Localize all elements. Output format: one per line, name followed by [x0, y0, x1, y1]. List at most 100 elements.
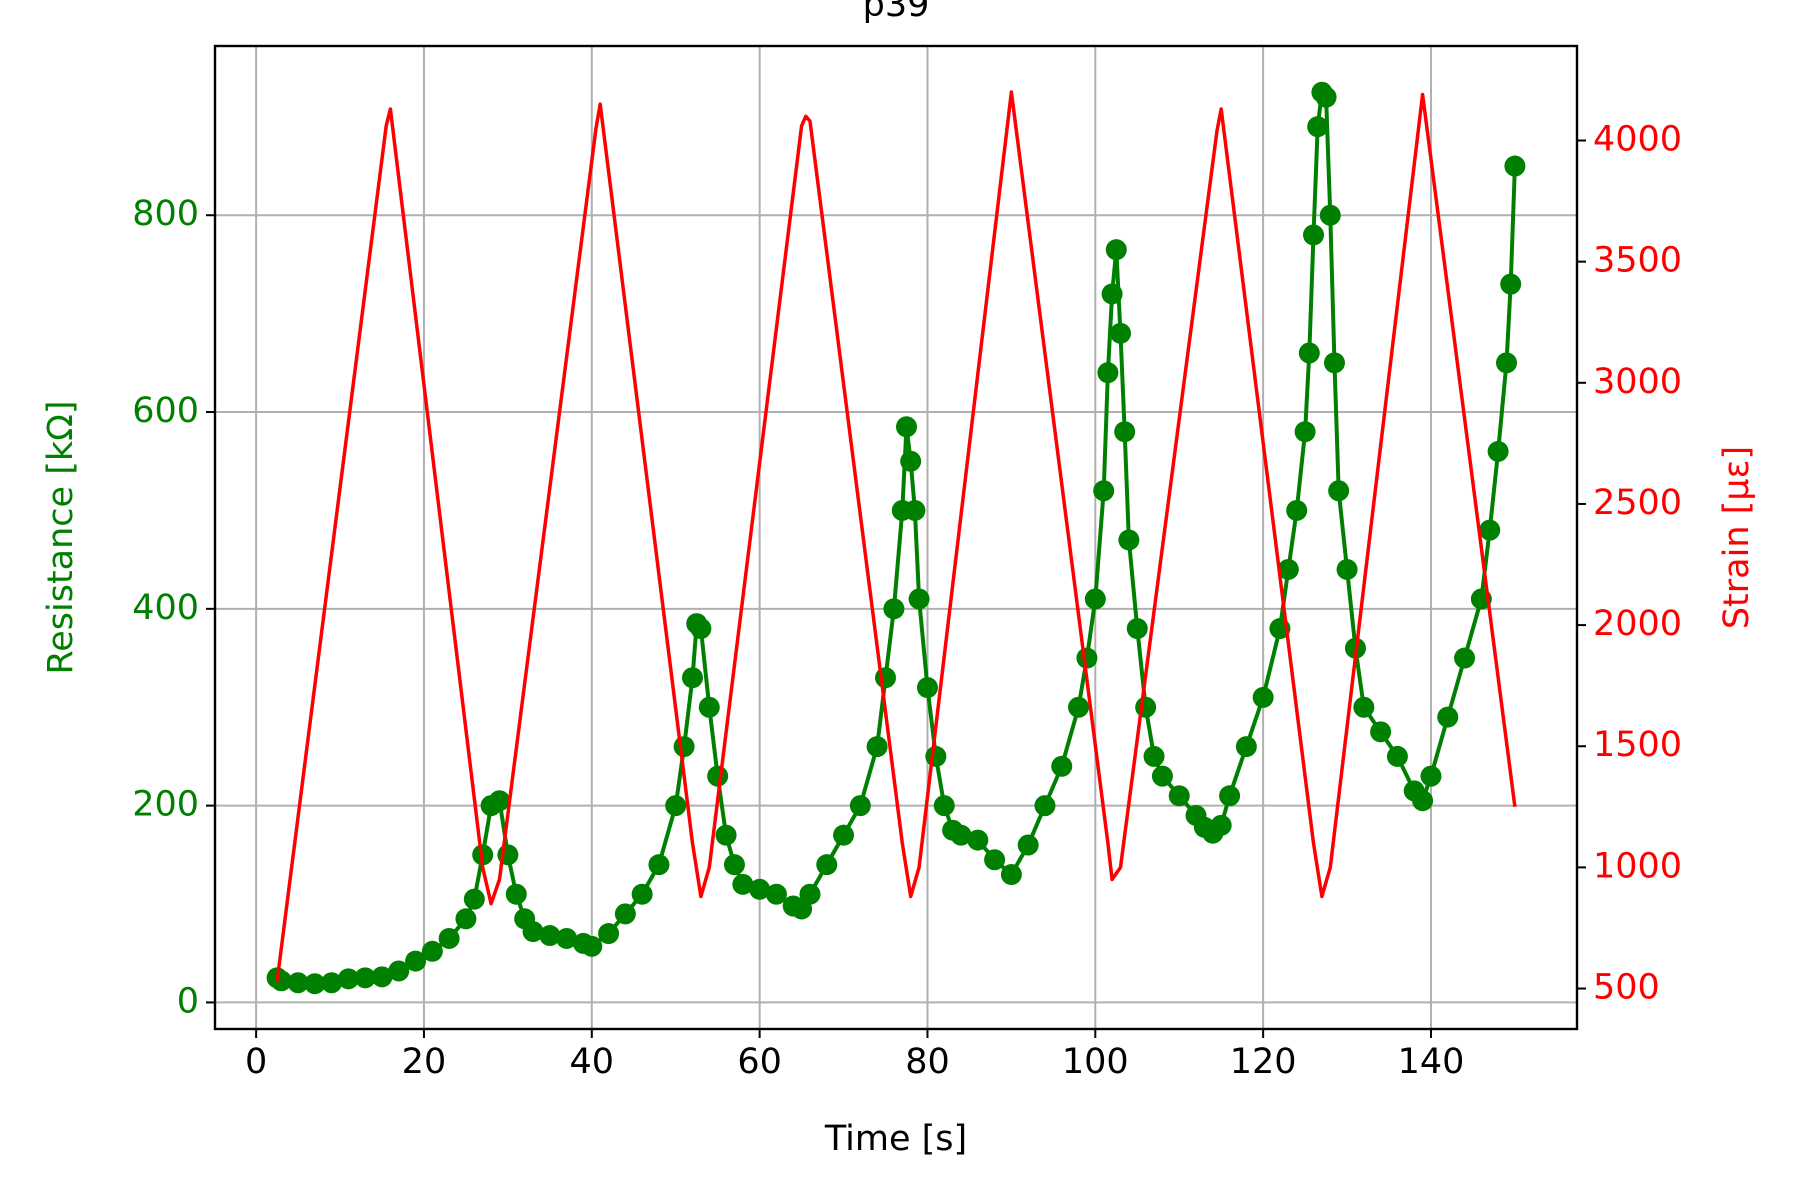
- data-line: [275, 90, 1517, 982]
- data-point: [698, 696, 720, 718]
- data-point: [1307, 116, 1329, 138]
- data-point: [883, 598, 905, 620]
- y-tick-label: 400: [132, 588, 199, 628]
- data-point: [388, 960, 410, 982]
- data-point: [1126, 618, 1148, 640]
- data-point: [732, 873, 754, 895]
- data-point: [1252, 686, 1274, 708]
- chart-title: p39: [863, 0, 930, 25]
- x-tick-label: 40: [570, 1042, 615, 1082]
- data-point: [1101, 283, 1123, 305]
- data-point: [866, 736, 888, 758]
- data-point: [1319, 204, 1341, 226]
- data-point: [749, 878, 771, 900]
- data-point: [1302, 224, 1324, 246]
- data-point: [1017, 834, 1039, 856]
- data-point: [1277, 558, 1299, 580]
- y2-axis-label: Strain [με]: [1717, 446, 1757, 629]
- data-point: [895, 416, 917, 438]
- data-point: [1105, 239, 1127, 261]
- data-point: [765, 883, 787, 905]
- data-point: [1235, 736, 1257, 758]
- data-point: [984, 849, 1006, 871]
- data-point: [933, 795, 955, 817]
- data-point: [1336, 558, 1358, 580]
- y2-tick-label: 3500: [1593, 241, 1682, 281]
- data-point: [1323, 352, 1345, 374]
- data-point: [405, 950, 427, 972]
- data-point: [1386, 745, 1408, 767]
- data-point: [598, 923, 620, 945]
- y2-tick-label: 3000: [1593, 362, 1682, 402]
- data-point: [1219, 785, 1241, 807]
- y-tick-label: 600: [132, 391, 199, 431]
- data-point: [1093, 480, 1115, 502]
- data-point: [1353, 696, 1375, 718]
- data-point: [505, 883, 527, 905]
- data-point: [648, 854, 670, 876]
- data-point: [681, 667, 703, 689]
- data-point: [1298, 342, 1320, 364]
- data-point: [354, 967, 376, 989]
- y2-tick-label: 2500: [1593, 483, 1682, 523]
- data-point: [1328, 480, 1350, 502]
- data-point: [1084, 588, 1106, 610]
- data-point: [950, 824, 972, 846]
- x-tick-label: 80: [905, 1042, 950, 1082]
- data-point: [539, 925, 561, 947]
- y2-tick-label: 2000: [1593, 604, 1682, 644]
- data-point: [556, 927, 578, 949]
- y-axis-label: Resistance [kΩ]: [41, 400, 81, 674]
- data-point: [1151, 765, 1173, 787]
- data-point: [849, 795, 871, 817]
- data-point: [463, 888, 485, 910]
- data-point: [1143, 745, 1165, 767]
- data-point: [916, 677, 938, 699]
- x-tick-label: 0: [245, 1042, 267, 1082]
- data-point: [1412, 790, 1434, 812]
- data-point: [631, 883, 653, 905]
- data-point: [1479, 519, 1501, 541]
- data-point: [614, 903, 636, 925]
- data-point: [1294, 421, 1316, 443]
- data-point: [1114, 421, 1136, 443]
- data-point: [1135, 696, 1157, 718]
- data-point: [665, 795, 687, 817]
- data-point: [833, 824, 855, 846]
- data-point: [438, 927, 460, 949]
- data-point: [1210, 814, 1232, 836]
- data-point: [270, 970, 292, 992]
- y-tick-label: 800: [132, 194, 199, 234]
- data-point: [1500, 273, 1522, 295]
- data-point: [908, 588, 930, 610]
- x-tick-label: 20: [402, 1042, 447, 1082]
- data-point: [421, 940, 443, 962]
- data-point: [723, 854, 745, 876]
- data-point: [1286, 499, 1308, 521]
- data-point: [1420, 765, 1442, 787]
- data-point: [581, 935, 603, 957]
- data-point: [1068, 696, 1090, 718]
- y-tick-label: 200: [132, 785, 199, 825]
- data-point: [967, 829, 989, 851]
- x-tick-label: 100: [1062, 1042, 1129, 1082]
- data-point: [1109, 322, 1131, 344]
- data-point: [816, 854, 838, 876]
- y2-tick-label: 4000: [1593, 119, 1682, 159]
- data-point: [1370, 721, 1392, 743]
- data-point: [1496, 352, 1518, 374]
- data-point: [925, 745, 947, 767]
- y-tick-label: 0: [177, 981, 199, 1021]
- data-point: [1097, 362, 1119, 384]
- data-point: [707, 765, 729, 787]
- data-point: [673, 736, 695, 758]
- data-point: [1076, 647, 1098, 669]
- data-point: [1000, 864, 1022, 886]
- data-point: [287, 972, 309, 994]
- y2-tick-label: 1000: [1593, 846, 1682, 886]
- data-point: [522, 921, 544, 943]
- data-point: [321, 972, 343, 994]
- data-point: [1168, 785, 1190, 807]
